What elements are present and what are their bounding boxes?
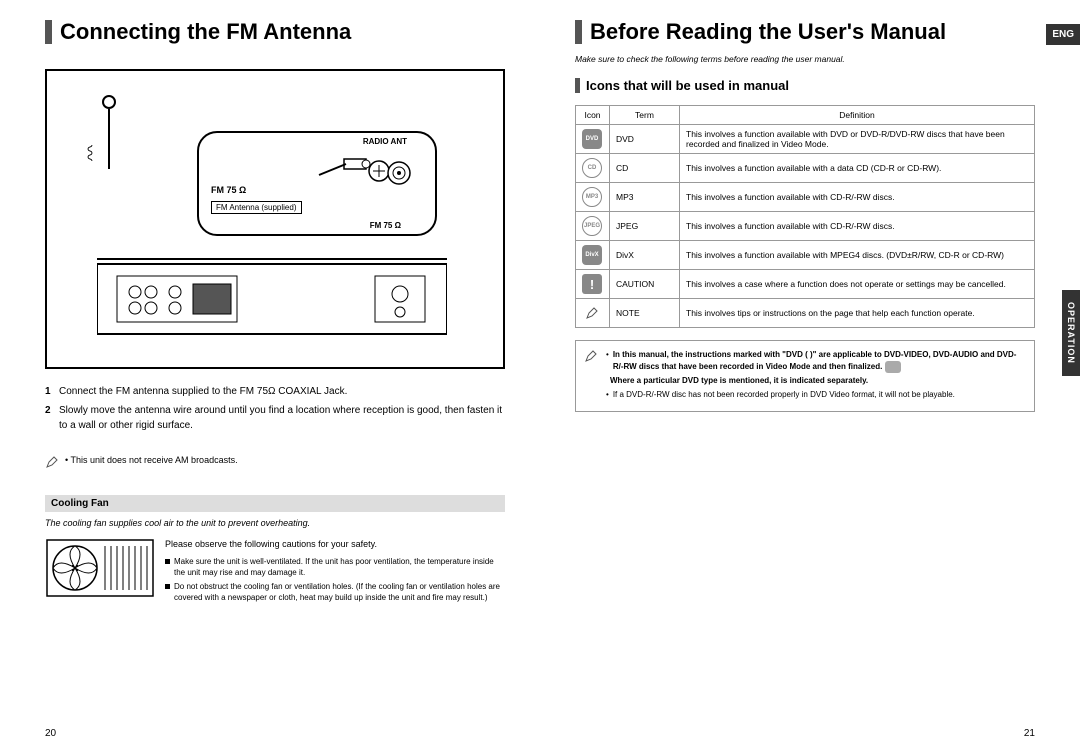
icons-table: Icon Term Definition DVD DVD This involv…	[575, 105, 1035, 328]
step-text: Slowly move the antenna wire around unti…	[59, 403, 505, 433]
amplifier-rear-icon	[97, 254, 447, 349]
table-row: CD CD This involves a function available…	[576, 154, 1035, 183]
col-def: Definition	[680, 106, 1035, 125]
page-number-left: 20	[45, 728, 56, 739]
def-cell: This involves a case where a function do…	[680, 270, 1035, 299]
def-cell: This involves a function available with …	[680, 241, 1035, 270]
heading-left: Connecting the FM Antenna	[45, 20, 505, 44]
wire-squiggle-icon: 〰	[79, 145, 103, 161]
cooling-fan-icon	[45, 538, 155, 608]
page-right: Before Reading the User's Manual Make su…	[540, 0, 1080, 753]
step-text: Connect the FM antenna supplied to the F…	[59, 384, 347, 399]
note-pencil-icon	[584, 349, 598, 363]
term-cell: CD	[610, 154, 680, 183]
dvd-badge-icon	[885, 361, 901, 373]
cooling-text: Please observe the following cautions fo…	[165, 538, 505, 608]
term-cell: JPEG	[610, 212, 680, 241]
note-box: •In this manual, the instructions marked…	[575, 340, 1035, 412]
term-cell: DivX	[610, 241, 680, 270]
term-cell: NOTE	[610, 299, 680, 328]
icon-cell	[576, 299, 610, 328]
cd-disc-icon: CD	[582, 158, 602, 178]
def-cell: This involves tips or instructions on th…	[680, 299, 1035, 328]
mp3-disc-icon: MP3	[582, 187, 602, 207]
table-row: MP3 MP3 This involves a function availab…	[576, 183, 1035, 212]
note-pencil-icon	[45, 455, 59, 469]
note-item: Where a particular DVD type is mentioned…	[606, 375, 1026, 387]
col-icon: Icon	[576, 106, 610, 125]
cooling-bullet: Make sure the unit is well-ventilated. I…	[165, 556, 505, 578]
def-cell: This involves a function available with …	[680, 154, 1035, 183]
term-cell: CAUTION	[610, 270, 680, 299]
intro-note: Make sure to check the following terms b…	[575, 54, 1035, 64]
icon-cell: DivX	[576, 241, 610, 270]
instruction-list: 1 Connect the FM antenna supplied to the…	[45, 384, 505, 433]
language-badge: ENG	[1046, 24, 1080, 45]
note-list: •In this manual, the instructions marked…	[606, 349, 1026, 403]
cooling-fan-body: Please observe the following cautions fo…	[45, 538, 505, 608]
col-term: Term	[610, 106, 680, 125]
icon-cell: !	[576, 270, 610, 299]
page-number-right: 21	[1024, 728, 1035, 739]
am-note: • This unit does not receive AM broadcas…	[45, 455, 505, 469]
term-cell: DVD	[610, 125, 680, 154]
fm75-label-bottom: FM 75 Ω	[370, 221, 401, 230]
icon-cell: MP3	[576, 183, 610, 212]
icon-cell: JPEG	[576, 212, 610, 241]
icon-cell: DVD	[576, 125, 610, 154]
divx-disc-icon: DivX	[582, 245, 602, 265]
cooling-bullet: Do not obstruct the cooling fan or venti…	[165, 581, 505, 603]
radio-ant-callout: FM 75 Ω FM Antenna (supplied) RADIO ANT …	[197, 131, 437, 236]
jpeg-disc-icon: JPEG	[582, 216, 602, 236]
def-cell: This involves a function available with …	[680, 125, 1035, 154]
antenna-wire-icon	[108, 109, 110, 169]
note-item: •In this manual, the instructions marked…	[606, 349, 1026, 373]
table-row: JPEG JPEG This involves a function avail…	[576, 212, 1035, 241]
table-row: NOTE This involves tips or instructions …	[576, 299, 1035, 328]
step-number: 2	[45, 403, 59, 433]
instruction-item: 1 Connect the FM antenna supplied to the…	[45, 384, 505, 399]
section-tab: OPERATION	[1062, 290, 1080, 376]
cooling-lead: Please observe the following cautions fo…	[165, 538, 505, 552]
fm-supplied-label: FM Antenna (supplied)	[211, 201, 302, 214]
manual-spread: Connecting the FM Antenna 〰 FM 75 Ω FM A…	[0, 0, 1080, 753]
term-cell: MP3	[610, 183, 680, 212]
antenna-tip-icon	[102, 95, 116, 109]
heading-right: Before Reading the User's Manual	[575, 20, 1035, 44]
table-row: ! CAUTION This involves a case where a f…	[576, 270, 1035, 299]
cooling-fan-header: Cooling Fan	[45, 495, 505, 512]
note-item: •If a DVD-R/-RW disc has not been record…	[606, 389, 1026, 401]
icon-cell: CD	[576, 154, 610, 183]
note-pencil-icon	[582, 303, 602, 323]
coax-jack-icon	[365, 151, 411, 197]
fm75-label-top: FM 75 Ω	[211, 185, 246, 195]
cooling-fan-sub: The cooling fan supplies cool air to the…	[45, 518, 505, 528]
fm-antenna-diagram: 〰 FM 75 Ω FM Antenna (supplied) RADIO AN…	[45, 69, 505, 369]
step-number: 1	[45, 384, 59, 399]
page-left: Connecting the FM Antenna 〰 FM 75 Ω FM A…	[0, 0, 540, 753]
square-bullet-icon	[165, 559, 170, 564]
def-cell: This involves a function available with …	[680, 183, 1035, 212]
def-cell: This involves a function available with …	[680, 212, 1035, 241]
table-row: DVD DVD This involves a function availab…	[576, 125, 1035, 154]
caution-icon: !	[582, 274, 602, 294]
square-bullet-icon	[165, 584, 170, 589]
icons-subheading: Icons that will be used in manual	[575, 78, 1035, 93]
am-note-text: This unit does not receive AM broadcasts…	[71, 455, 238, 465]
instruction-item: 2 Slowly move the antenna wire around un…	[45, 403, 505, 433]
table-row: DivX DivX This involves a function avail…	[576, 241, 1035, 270]
dvd-disc-icon: DVD	[582, 129, 602, 149]
table-header-row: Icon Term Definition	[576, 106, 1035, 125]
